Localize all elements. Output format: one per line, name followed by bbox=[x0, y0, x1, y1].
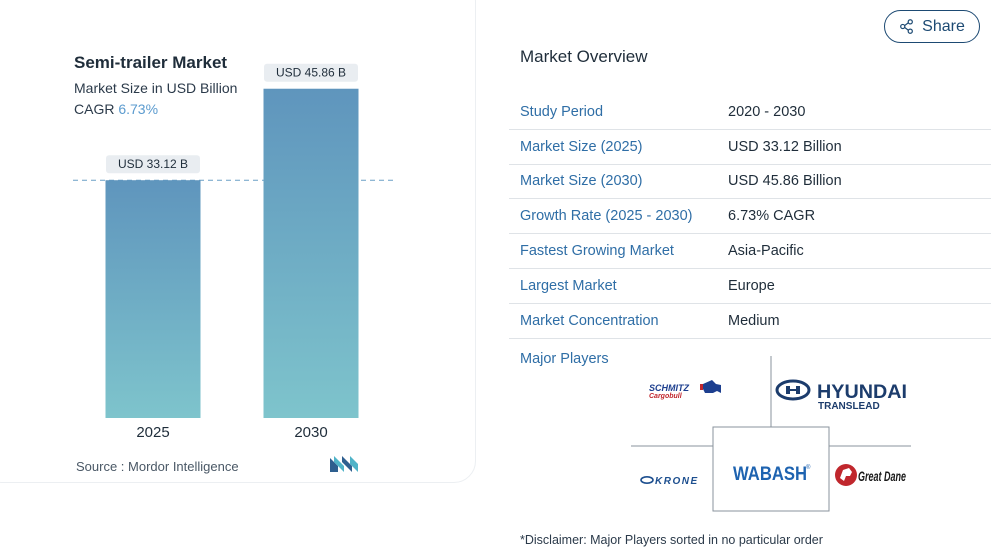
overview-value: Asia-Pacific bbox=[728, 243, 804, 260]
overview-label[interactable]: Market Size (2030) bbox=[520, 173, 643, 190]
krone-logo-icon: KRONE bbox=[640, 475, 699, 487]
overview-label[interactable]: Largest Market bbox=[520, 277, 617, 294]
overview-label[interactable]: Fastest Growing Market bbox=[520, 243, 674, 260]
overview-value: Medium bbox=[728, 312, 780, 329]
overview-row-study-period: Study Period 2020 - 2030 bbox=[509, 95, 991, 130]
hyundai-translead-logo-icon: HYUNDAI TRANSLEAD bbox=[775, 379, 907, 412]
overview-table: Study Period 2020 - 2030 Market Size (20… bbox=[509, 95, 991, 339]
bars-layer: USD 33.12 B 2025 USD 45.86 B 2030 bbox=[73, 63, 395, 441]
bar bbox=[105, 180, 201, 418]
overview-row-growth-rate: Growth Rate (2025 - 2030) 6.73% CAGR bbox=[509, 199, 991, 235]
overview-row-largest-market: Largest Market Europe bbox=[509, 269, 991, 304]
share-button[interactable]: Share bbox=[884, 10, 980, 43]
data-label: USD 45.86 B bbox=[276, 66, 346, 80]
data-label: USD 33.12 B bbox=[118, 157, 188, 171]
schmitz-text: SCHMITZ bbox=[649, 383, 689, 393]
overview-label[interactable]: Study Period bbox=[520, 103, 604, 120]
overview-value: Europe bbox=[728, 277, 775, 294]
overview-row-market-size-2030: Market Size (2030) USD 45.86 Billion bbox=[509, 165, 991, 200]
chart-card bbox=[0, 0, 476, 483]
overview-title: Market Overview bbox=[520, 47, 648, 66]
chart-cagr: CAGR 6.73% bbox=[74, 101, 158, 117]
wabash-text: WABASH bbox=[733, 464, 807, 485]
overview-value: USD 45.86 Billion bbox=[728, 173, 842, 190]
mordor-intelligence-logo-icon bbox=[330, 456, 358, 472]
hyundai-text: HYUNDAI bbox=[817, 382, 907, 403]
svg-text:®: ® bbox=[806, 464, 811, 471]
overview-row-market-concentration: Market Concentration Medium bbox=[509, 304, 991, 339]
data-label-bg bbox=[264, 63, 358, 82]
x-tick-label: 2025 bbox=[136, 424, 169, 441]
great-dane-logo-icon: Great Dane bbox=[835, 464, 906, 486]
x-tick-label: 2030 bbox=[294, 424, 327, 441]
translead-text: TRANSLEAD bbox=[818, 401, 880, 412]
chart-title: Semi-trailer Market bbox=[74, 53, 228, 72]
chart-source: Source : Mordor Intelligence bbox=[76, 459, 239, 474]
krone-text: KRONE bbox=[655, 476, 699, 487]
overview-value: 6.73% CAGR bbox=[728, 208, 816, 225]
overview-label[interactable]: Growth Rate (2025 - 2030) bbox=[520, 208, 693, 225]
overview-value: 2020 - 2030 bbox=[728, 103, 806, 120]
overview-row-market-size-2025: Market Size (2025) USD 33.12 Billion bbox=[509, 130, 991, 165]
share-label: Share bbox=[922, 17, 965, 35]
schmitz-cargobull-logo-icon: SCHMITZ Cargobull bbox=[646, 354, 724, 412]
cagr-label: CAGR bbox=[74, 101, 115, 117]
chart-subtitle: Market Size in USD Billion bbox=[74, 80, 238, 96]
overview-label[interactable]: Market Size (2025) bbox=[520, 138, 643, 155]
share-icon bbox=[900, 19, 914, 34]
cagr-value: 6.73% bbox=[118, 101, 159, 117]
major-players-label: Major Players bbox=[520, 351, 609, 367]
overview-value: USD 33.12 Billion bbox=[728, 138, 842, 155]
bar-chart: USD 33.12 B 2025 USD 45.86 B 2030 bbox=[73, 63, 395, 441]
data-label-bg bbox=[106, 155, 200, 174]
great-dane-text: Great Dane bbox=[858, 468, 906, 484]
wabash-logo-icon: WABASH ® bbox=[733, 464, 811, 485]
overview-row-fastest-growing: Fastest Growing Market Asia-Pacific bbox=[509, 234, 991, 269]
overview-label[interactable]: Market Concentration bbox=[520, 312, 659, 329]
bar bbox=[263, 88, 359, 419]
disclaimer: *Disclaimer: Major Players sorted in no … bbox=[520, 533, 823, 547]
cargobull-text: Cargobull bbox=[649, 393, 683, 400]
